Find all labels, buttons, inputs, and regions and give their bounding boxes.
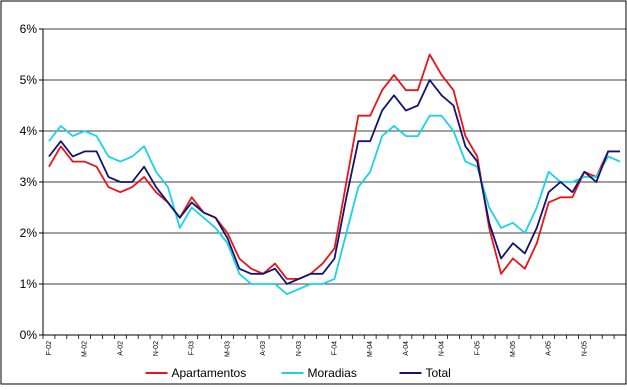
x-tick-label: F-05: [474, 341, 481, 356]
x-tick-label: M-04: [367, 341, 374, 357]
x-tick-label: N-02: [153, 341, 160, 356]
y-tick-label: 1%: [20, 277, 38, 291]
x-tick-label: A-03: [260, 341, 267, 356]
y-tick-label: 3%: [20, 175, 38, 189]
axes: [39, 28, 627, 339]
x-tick-label: A-05: [546, 341, 553, 356]
series-lines: [48, 53, 621, 296]
series-line-total: [48, 79, 621, 285]
series-line-apartamentos: [48, 53, 621, 280]
legend-label: Total: [426, 366, 451, 380]
x-tick-label: M-03: [224, 341, 231, 357]
y-tick-labels: 0% 1% 2% 3% 4% 5% 6%: [20, 22, 38, 342]
y-tick-label: 6%: [20, 22, 38, 36]
y-tick-label: 0%: [20, 328, 38, 342]
gridlines: [43, 28, 626, 285]
y-tick-label: 2%: [20, 226, 38, 240]
x-tick-label: M-02: [82, 341, 89, 357]
x-tick-label: F-03: [189, 341, 196, 356]
legend-item: Apartamentos: [145, 366, 247, 380]
legend-item: Moradias: [281, 366, 357, 380]
x-tick-label: F-02: [46, 341, 53, 356]
series-line-moradias: [48, 114, 621, 296]
x-tick-label: N-03: [296, 341, 303, 356]
legend-label: Moradias: [308, 366, 357, 380]
x-tick-labels: F-02 M-02 A-02 N-02 F-03 M-03 A-03 N-03 F-04 M-04…: [46, 341, 588, 357]
x-tick-label: N-05: [581, 341, 588, 356]
x-tick-label: N-04: [439, 341, 446, 356]
legend-label: Apartamentos: [172, 366, 247, 380]
legend-item: Total: [399, 366, 451, 380]
x-tick-label: M-05: [510, 341, 517, 357]
x-tick-label: F-04: [332, 341, 339, 356]
legend: Apartamentos Moradias Total: [145, 366, 451, 380]
x-tick-label: A-02: [117, 341, 124, 356]
y-tick-label: 5%: [20, 73, 38, 87]
x-tick-label: A-04: [403, 341, 410, 356]
y-tick-label: 4%: [20, 124, 38, 138]
